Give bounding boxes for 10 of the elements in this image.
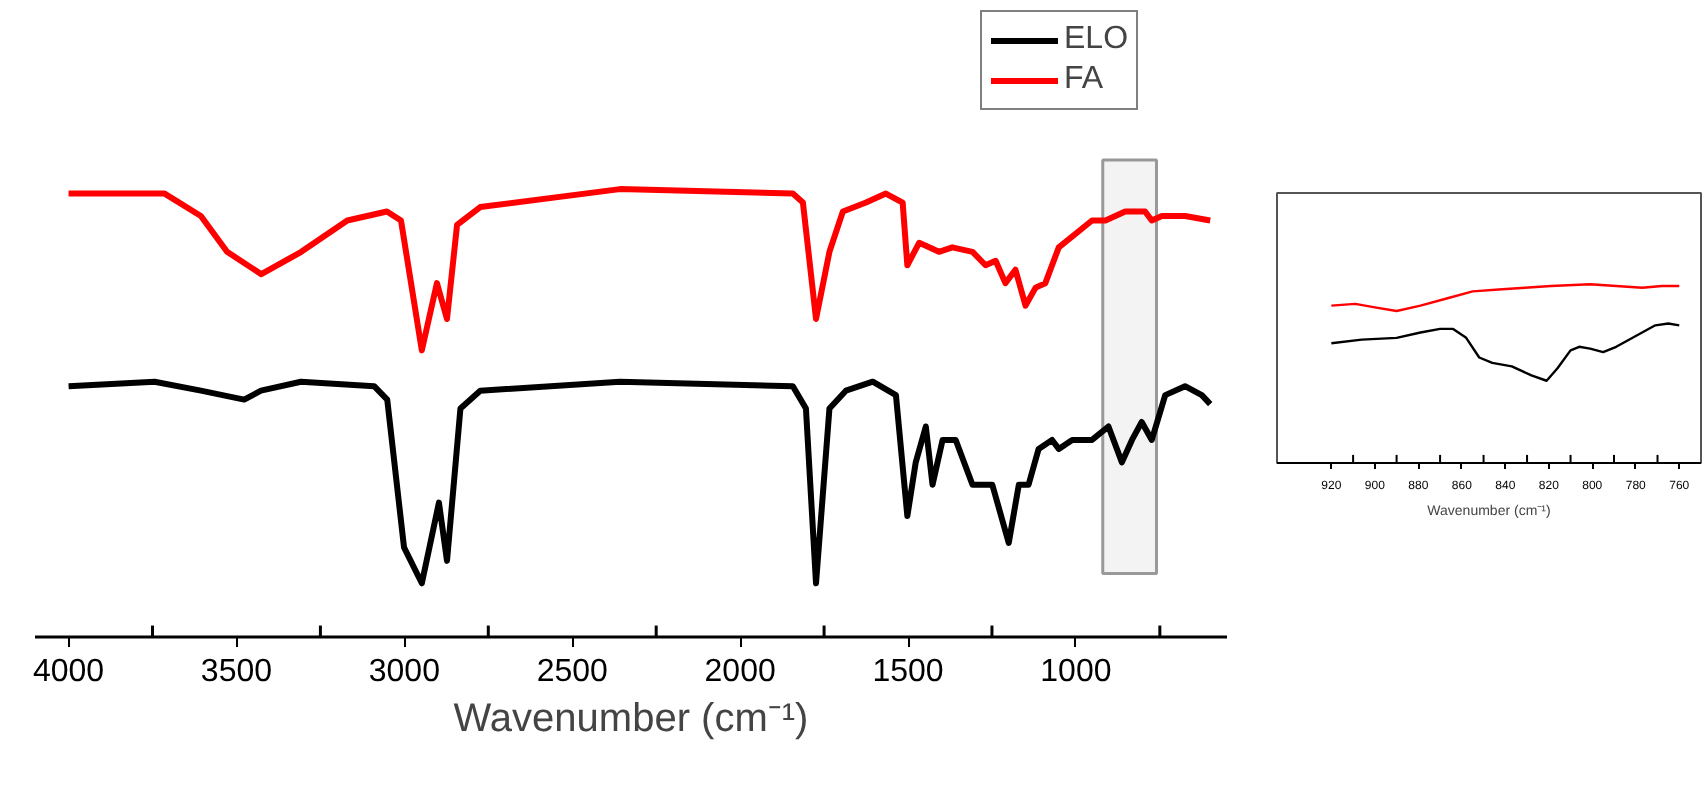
x-tick-label: 1000 bbox=[1040, 655, 1112, 689]
x-tick-label: 2500 bbox=[536, 655, 609, 689]
x-axis-title: Wavenumber (cm⁻¹) bbox=[453, 697, 809, 741]
x-tick-label: 3500 bbox=[200, 655, 273, 689]
legend-label: ELO bbox=[1064, 22, 1129, 58]
legend-label: FA bbox=[1064, 62, 1104, 98]
x-tick-label: 1500 bbox=[872, 655, 944, 689]
x-tick-label: 2000 bbox=[704, 655, 776, 689]
x-tick-label: 4000 bbox=[32, 655, 105, 689]
x-tick-label: 3000 bbox=[368, 655, 441, 689]
